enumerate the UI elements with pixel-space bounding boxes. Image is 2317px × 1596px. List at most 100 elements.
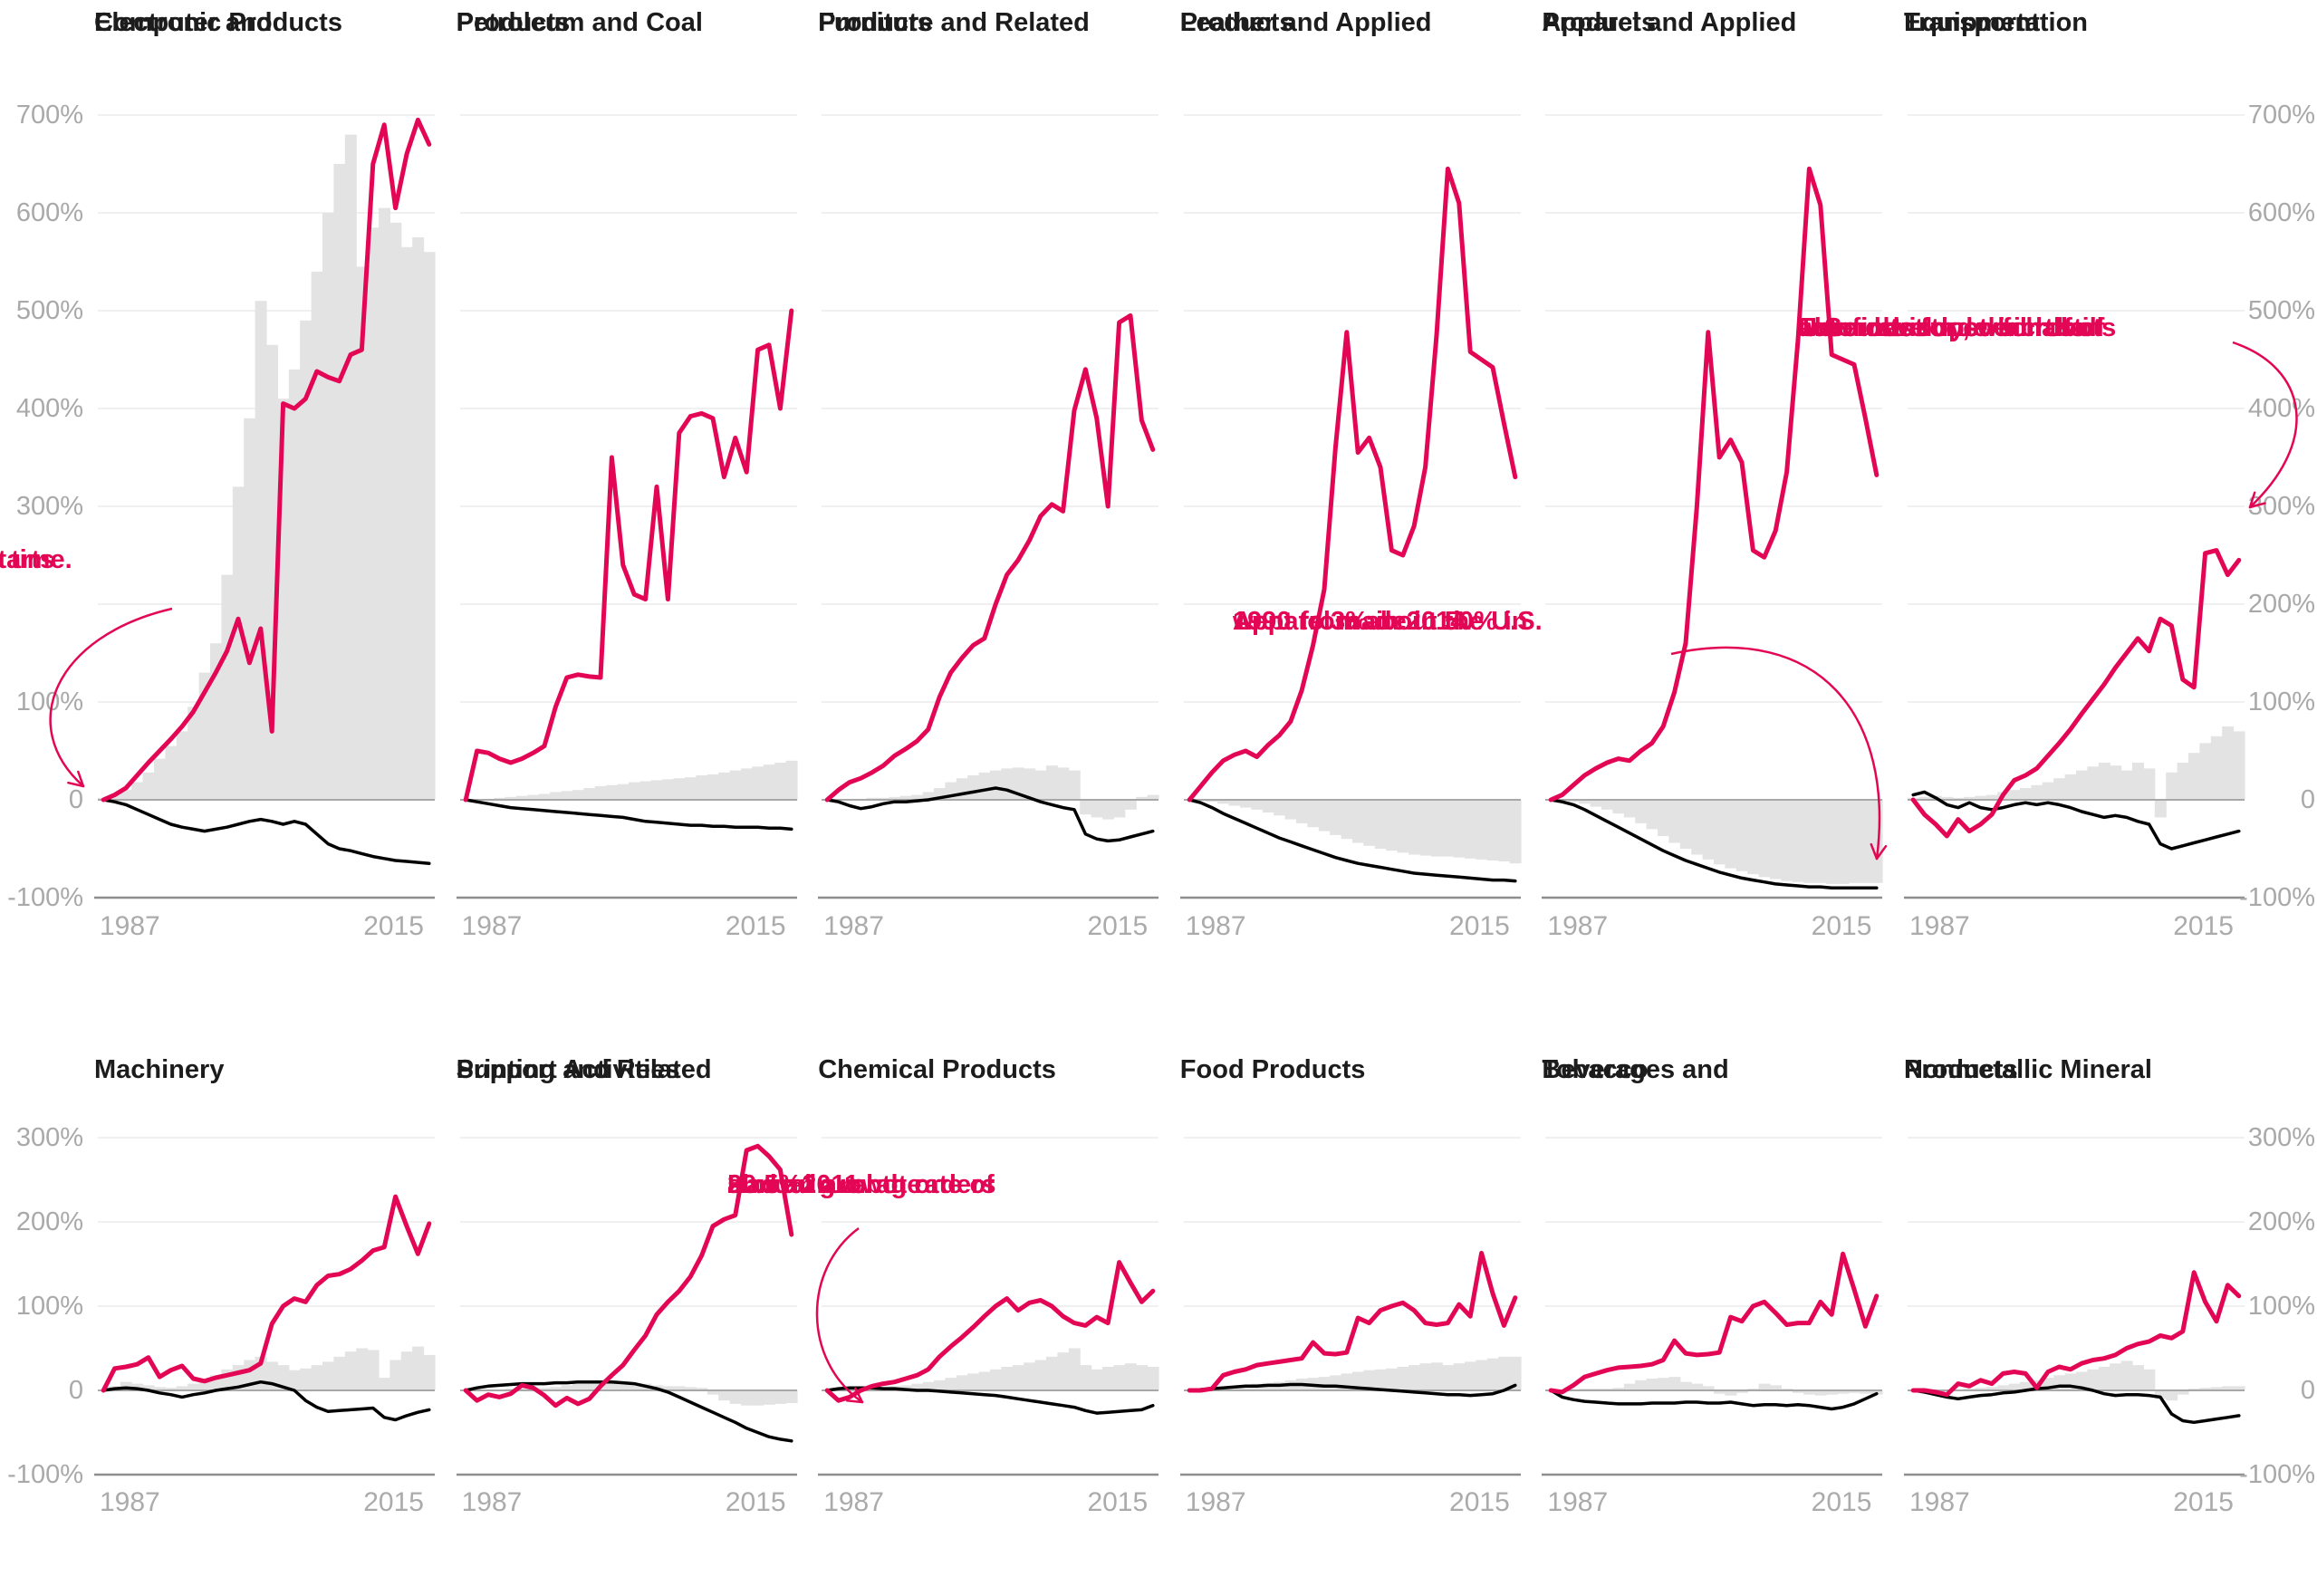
annotation-line: around this time. [0, 545, 72, 574]
panel-chart [1542, 1137, 1883, 1476]
x-axis-label: 2015 [2173, 1487, 2234, 1517]
bar [1080, 1365, 1092, 1390]
bar [232, 486, 245, 800]
bar [990, 770, 1003, 800]
y-axis-label: 400% [15, 394, 83, 423]
bar [120, 790, 132, 800]
bar [1985, 1387, 1998, 1390]
y-axis-label: 0 [68, 785, 83, 814]
panel-chart [1542, 114, 1883, 899]
x-axis-label: 1987 [823, 1487, 884, 1517]
bar [695, 1388, 707, 1390]
x-axis-label: 1987 [1185, 911, 1246, 941]
bar [1826, 800, 1839, 884]
bar [561, 791, 573, 800]
black-line [1187, 1382, 1517, 1398]
bar [1318, 1377, 1331, 1390]
pink-line [1910, 1270, 2242, 1398]
bar [1826, 1390, 1839, 1395]
bar [1307, 800, 1320, 828]
bar [2132, 763, 2144, 800]
bar [549, 792, 562, 800]
bar [389, 1360, 402, 1390]
bar [1964, 796, 1976, 800]
bar [1228, 800, 1241, 806]
bar [2210, 1387, 2223, 1390]
bar [1941, 796, 1954, 800]
bar [322, 213, 334, 800]
bar [2098, 763, 2110, 800]
bar [2020, 1381, 2032, 1390]
bar [1374, 1369, 1387, 1391]
bar [2177, 763, 2189, 800]
bar [2199, 1388, 2212, 1390]
panel-chart [456, 114, 798, 899]
x-axis-label: 1987 [100, 911, 160, 941]
y-axis-label: 500% [15, 296, 83, 325]
pink-line [1187, 166, 1518, 803]
bar [661, 1386, 674, 1391]
bar [1408, 800, 1420, 855]
bar [344, 1351, 357, 1390]
bar [1870, 800, 1883, 883]
bar [1453, 1363, 1466, 1390]
bar [673, 1386, 686, 1391]
bar [389, 222, 402, 801]
bar [1736, 1390, 1749, 1393]
bar [400, 1351, 413, 1390]
panel-chart [818, 114, 1159, 899]
panel-chart [1904, 1137, 2245, 1476]
bar [1329, 800, 1341, 835]
bar [1034, 1360, 1047, 1390]
y-axis-label: 100% [15, 1292, 83, 1321]
bar [1318, 800, 1331, 832]
bar [878, 797, 890, 800]
bar [1975, 795, 1987, 800]
bar [131, 782, 144, 800]
y-axis-label: 0 [2300, 785, 2315, 814]
bar [1725, 1390, 1737, 1396]
bar [311, 271, 323, 800]
bar [1691, 800, 1704, 855]
bar [1001, 768, 1014, 800]
x-axis-label: 2015 [725, 911, 786, 941]
bar [2120, 770, 2133, 800]
y-axis-label: 700% [15, 101, 83, 130]
bar [2020, 788, 2032, 800]
panel-chart [456, 1137, 798, 1476]
bar [2098, 1367, 2110, 1390]
bar [2110, 1363, 2122, 1390]
annotation-line: went from about 50% in [1233, 607, 1528, 636]
annotation-line: Had an average [727, 1170, 922, 1199]
x-axis-label: 2015 [1087, 911, 1149, 941]
bar [120, 1381, 132, 1390]
panel-title-line: Products [818, 8, 932, 37]
bar [967, 775, 980, 800]
bar [1814, 800, 1827, 883]
annotation-line: auto industry, which still [1798, 313, 2104, 342]
bars-series [98, 134, 436, 801]
panel-title-line: Apparel and Applied [1542, 8, 1797, 37]
bar [1419, 800, 1432, 856]
bar [1341, 800, 1353, 840]
pink-line [824, 312, 1156, 803]
bar [1837, 800, 1850, 884]
bar [594, 785, 607, 800]
pink-line [101, 1194, 432, 1393]
bar [1453, 800, 1466, 858]
bar [639, 781, 651, 800]
panel-title-line: Support Activities [456, 1055, 680, 1084]
bar [1658, 800, 1670, 836]
bar [1057, 767, 1070, 800]
y-axis-label: 0 [68, 1376, 83, 1405]
bar [1441, 800, 1454, 857]
bar [2120, 1360, 2133, 1390]
bar [1374, 800, 1387, 849]
bar [1102, 1367, 1115, 1390]
bar [538, 1388, 551, 1390]
bar [311, 1365, 323, 1390]
bar [1736, 800, 1749, 871]
bar [2199, 743, 2212, 800]
bar [1803, 1390, 1816, 1395]
bars-series [482, 760, 798, 800]
